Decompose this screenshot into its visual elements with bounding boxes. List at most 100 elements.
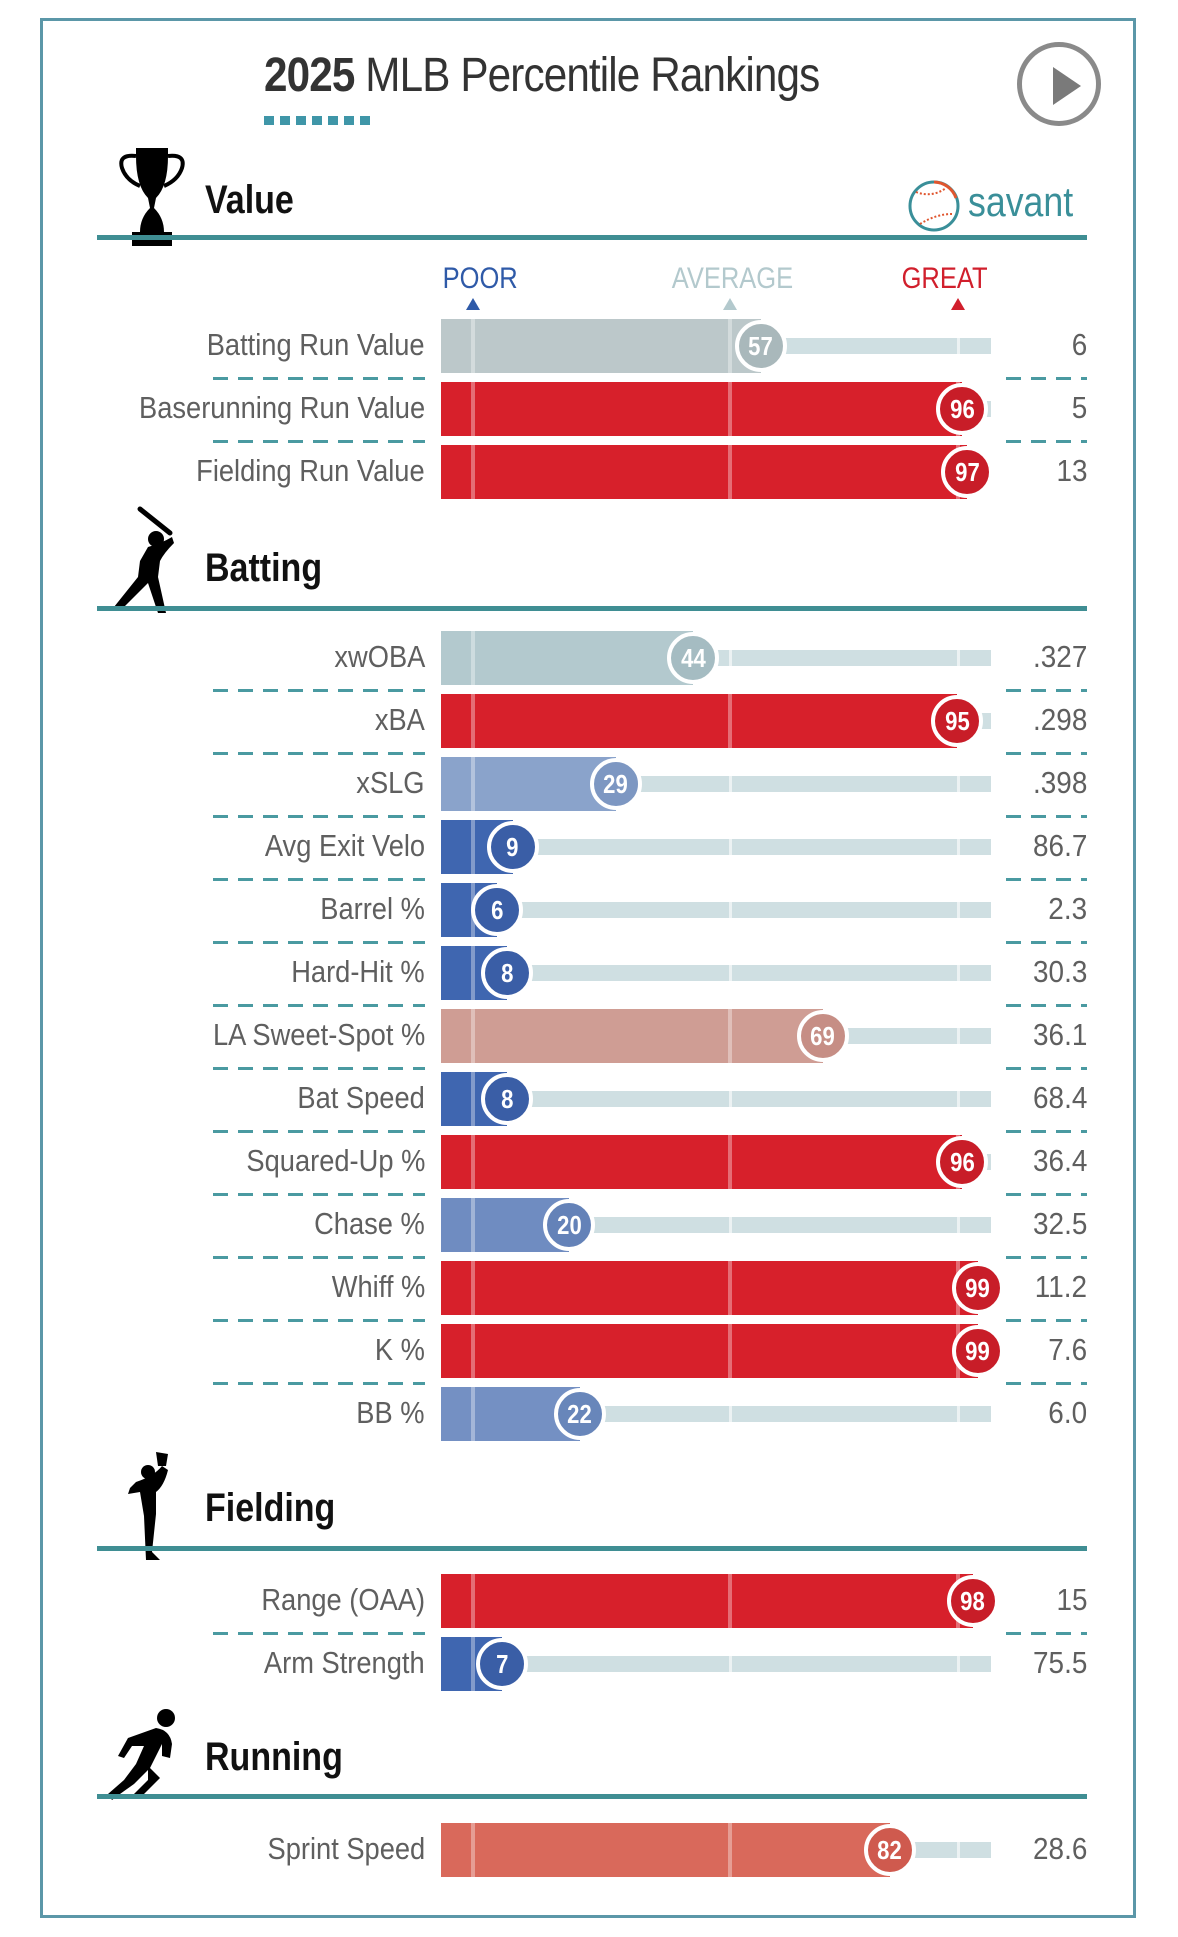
metric-value: 15 bbox=[1055, 1582, 1087, 1617]
reference-line-10 bbox=[471, 1135, 475, 1189]
metric-value: .398 bbox=[1032, 765, 1087, 800]
percentile-track bbox=[502, 1656, 991, 1672]
reference-line-90 bbox=[957, 1217, 960, 1233]
baseball-icon bbox=[908, 180, 960, 232]
reference-line-50 bbox=[728, 1261, 732, 1315]
scale-label-average: AVERAGE bbox=[671, 262, 794, 295]
percentile-bar[interactable] bbox=[441, 1261, 978, 1315]
percentile-badge[interactable]: 29 bbox=[589, 758, 642, 810]
row-separator-right bbox=[1006, 440, 1087, 443]
row-separator-right bbox=[1006, 1382, 1087, 1385]
reference-line-10 bbox=[471, 319, 475, 373]
row-separator-left bbox=[213, 1130, 425, 1133]
play-button[interactable] bbox=[1017, 42, 1101, 126]
percentile-badge[interactable]: 96 bbox=[936, 1136, 989, 1188]
percentile-badge[interactable]: 20 bbox=[543, 1199, 596, 1251]
title-year: 2025 bbox=[264, 49, 355, 102]
percentile-value: 95 bbox=[944, 706, 970, 736]
percentile-bar[interactable] bbox=[441, 1823, 890, 1877]
reference-line-50 bbox=[729, 1217, 732, 1233]
percentile-value: 44 bbox=[681, 643, 706, 673]
percentile-bar[interactable] bbox=[441, 1135, 963, 1189]
reference-line-10 bbox=[471, 1324, 475, 1378]
metric-value: .298 bbox=[1032, 702, 1087, 737]
percentile-bar[interactable] bbox=[441, 1324, 978, 1378]
percentile-badge[interactable]: 99 bbox=[951, 1262, 1004, 1314]
percentile-bar[interactable] bbox=[441, 445, 968, 499]
percentile-badge[interactable]: 98 bbox=[946, 1575, 999, 1627]
section-divider-value bbox=[97, 235, 1087, 240]
reference-line-10 bbox=[471, 1261, 475, 1315]
reference-line-50 bbox=[729, 1091, 732, 1107]
percentile-badge[interactable]: 96 bbox=[936, 383, 989, 435]
percentile-badge[interactable]: 8 bbox=[481, 947, 534, 999]
percentile-badge[interactable]: 9 bbox=[486, 821, 539, 873]
metric-value: 13 bbox=[1055, 453, 1087, 488]
row-separator-left bbox=[213, 1067, 425, 1070]
row-separator-left bbox=[213, 815, 425, 818]
row-separator-left bbox=[213, 1632, 425, 1635]
metric-value: 2.3 bbox=[1048, 891, 1087, 926]
row-separator-right bbox=[1006, 1067, 1087, 1070]
reference-line-90 bbox=[957, 902, 960, 918]
percentile-value: 98 bbox=[960, 1586, 985, 1616]
title-underline bbox=[264, 116, 374, 125]
percentile-badge[interactable]: 57 bbox=[734, 320, 787, 372]
percentile-badge[interactable]: 8 bbox=[481, 1073, 534, 1125]
percentile-value: 8 bbox=[501, 958, 514, 988]
percentile-badge[interactable]: 69 bbox=[796, 1010, 849, 1062]
reference-line-90 bbox=[957, 776, 960, 792]
percentile-badge[interactable]: 44 bbox=[667, 632, 720, 684]
reference-line-90 bbox=[957, 650, 960, 666]
metric-value: 28.6 bbox=[1032, 1831, 1087, 1866]
savant-brand[interactable]: savant bbox=[968, 178, 1074, 225]
percentile-badge[interactable]: 99 bbox=[951, 1325, 1004, 1377]
section-title-fielding: Fielding bbox=[205, 1486, 336, 1530]
row-separator-right bbox=[1006, 689, 1087, 692]
percentile-bar[interactable] bbox=[441, 757, 616, 811]
percentile-badge[interactable]: 97 bbox=[941, 446, 994, 498]
metric-label: Whiff % bbox=[331, 1269, 425, 1304]
percentile-badge[interactable]: 82 bbox=[863, 1824, 916, 1876]
section-title-value: Value bbox=[205, 178, 294, 222]
reference-line-50 bbox=[729, 1406, 732, 1422]
reference-line-90 bbox=[957, 1091, 960, 1107]
metric-value: 11.2 bbox=[1034, 1269, 1087, 1304]
percentile-bar[interactable] bbox=[441, 694, 958, 748]
percentile-bar[interactable] bbox=[441, 382, 963, 436]
row-separator-left bbox=[213, 941, 425, 944]
percentile-badge[interactable]: 6 bbox=[471, 884, 524, 936]
metric-value: 32.5 bbox=[1032, 1206, 1087, 1241]
row-separator-right bbox=[1006, 1130, 1087, 1133]
percentile-track bbox=[760, 338, 991, 354]
scale-label-great: GREAT bbox=[901, 262, 988, 295]
percentile-value: 99 bbox=[965, 1273, 991, 1303]
reference-line-90 bbox=[957, 1842, 960, 1858]
row-separator-left bbox=[213, 1382, 425, 1385]
metric-value: 6 bbox=[1071, 327, 1087, 362]
percentile-value: 99 bbox=[965, 1336, 991, 1366]
percentile-badge[interactable]: 7 bbox=[476, 1638, 529, 1690]
reference-line-10 bbox=[471, 631, 475, 685]
metric-label: Batting Run Value bbox=[207, 327, 425, 362]
percentile-bar[interactable] bbox=[441, 631, 694, 685]
percentile-value: 7 bbox=[496, 1649, 509, 1679]
percentile-bar[interactable] bbox=[441, 1574, 973, 1628]
runner-icon bbox=[108, 1709, 175, 1800]
poor-marker-icon bbox=[466, 298, 480, 310]
percentile-badge[interactable]: 22 bbox=[553, 1388, 606, 1440]
metric-label: Arm Strength bbox=[264, 1645, 425, 1680]
percentile-bar[interactable] bbox=[441, 1009, 823, 1063]
percentile-value: 97 bbox=[955, 457, 980, 487]
row-separator-right bbox=[1006, 1632, 1087, 1635]
metric-label: xwOBA bbox=[334, 639, 425, 674]
reference-line-50 bbox=[728, 445, 732, 499]
row-separator-left bbox=[213, 1256, 425, 1259]
percentile-badge[interactable]: 95 bbox=[931, 695, 984, 747]
percentile-value: 8 bbox=[501, 1084, 514, 1114]
metric-value: 68.4 bbox=[1032, 1080, 1087, 1115]
percentile-track bbox=[569, 1217, 991, 1233]
percentile-bar[interactable] bbox=[441, 319, 761, 373]
reference-line-10 bbox=[471, 1009, 475, 1063]
reference-line-90 bbox=[957, 1028, 960, 1044]
